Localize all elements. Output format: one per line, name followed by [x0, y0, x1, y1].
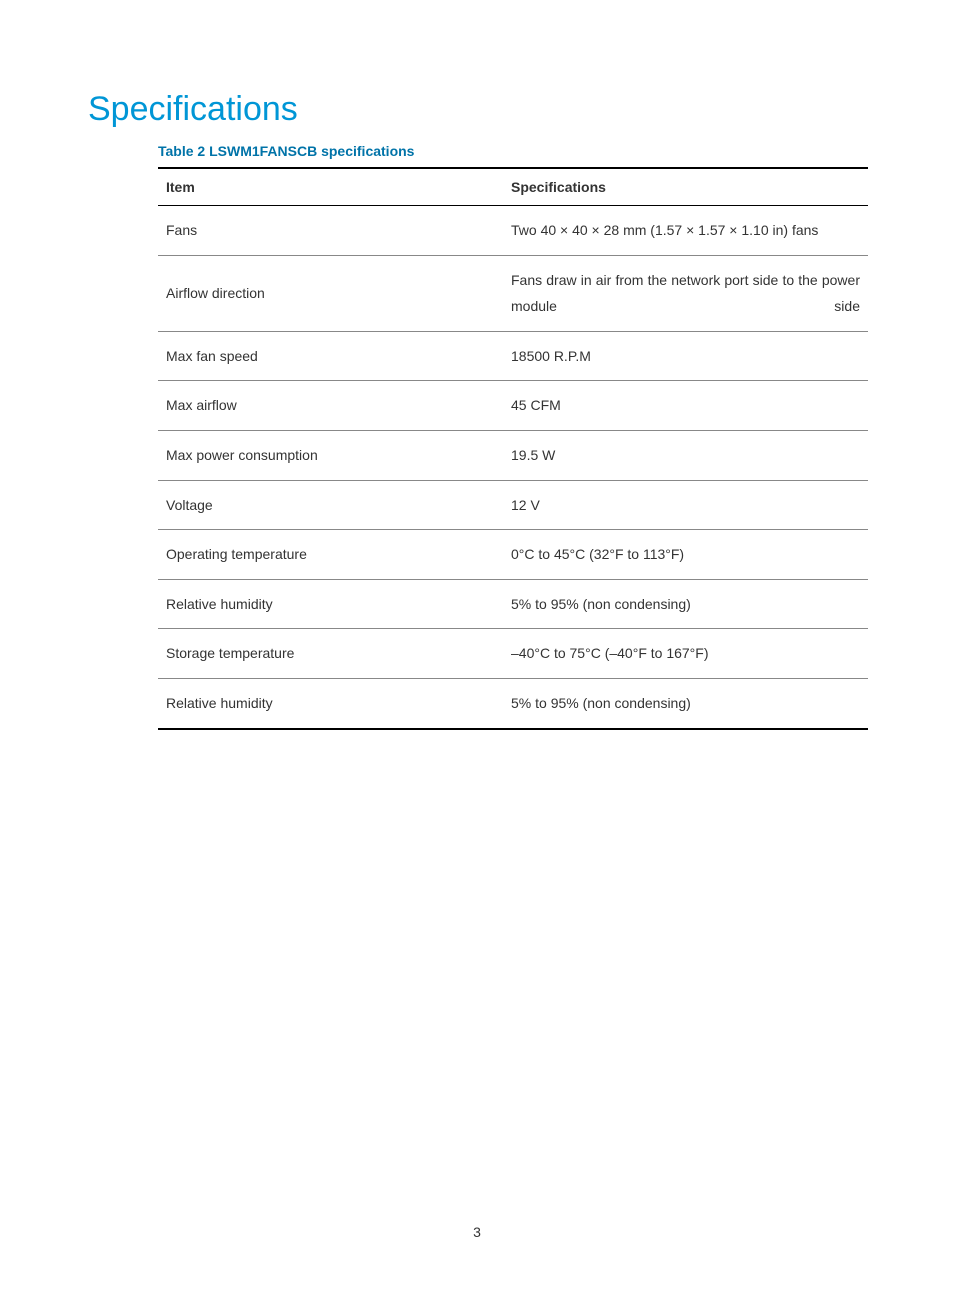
table-header-spec: Specifications — [503, 168, 868, 206]
spec-item: Max fan speed — [158, 331, 503, 381]
table-row: Max fan speed18500 R.P.M — [158, 331, 868, 381]
table-row: Storage temperature–40°C to 75°C (–40°F … — [158, 629, 868, 679]
spec-item: Relative humidity — [158, 579, 503, 629]
spec-value: 0°C to 45°C (32°F to 113°F) — [503, 530, 868, 580]
table-header-row: Item Specifications — [158, 168, 868, 206]
table-row: Relative humidity5% to 95% (non condensi… — [158, 579, 868, 629]
spec-value: 45 CFM — [503, 381, 868, 431]
specifications-table: Item Specifications FansTwo 40 × 40 × 28… — [158, 167, 868, 730]
document-page: Specifications Table 2 LSWM1FANSCB speci… — [0, 0, 954, 1296]
table-row: Voltage12 V — [158, 480, 868, 530]
table-row: Max airflow45 CFM — [158, 381, 868, 431]
spec-item: Operating temperature — [158, 530, 503, 580]
spec-item: Fans — [158, 206, 503, 256]
spec-value: Fans draw in air from the network port s… — [503, 255, 868, 331]
spec-item: Storage temperature — [158, 629, 503, 679]
spec-value: –40°C to 75°C (–40°F to 167°F) — [503, 629, 868, 679]
table-row: Max power consumption19.5 W — [158, 430, 868, 480]
table-body: FansTwo 40 × 40 × 28 mm (1.57 × 1.57 × 1… — [158, 206, 868, 729]
spec-item: Airflow direction — [158, 255, 503, 331]
table-row: FansTwo 40 × 40 × 28 mm (1.57 × 1.57 × 1… — [158, 206, 868, 256]
table-row: Relative humidity5% to 95% (non condensi… — [158, 678, 868, 728]
spec-value: 5% to 95% (non condensing) — [503, 579, 868, 629]
spec-value: Two 40 × 40 × 28 mm (1.57 × 1.57 × 1.10 … — [503, 206, 868, 256]
spec-value: 18500 R.P.M — [503, 331, 868, 381]
table-caption: Table 2 LSWM1FANSCB specifications — [158, 143, 866, 159]
spec-value: 19.5 W — [503, 430, 868, 480]
spec-value: 12 V — [503, 480, 868, 530]
spec-item: Relative humidity — [158, 678, 503, 728]
page-number: 3 — [0, 1224, 954, 1240]
spec-item: Max airflow — [158, 381, 503, 431]
table-header-item: Item — [158, 168, 503, 206]
spec-item: Voltage — [158, 480, 503, 530]
spec-item: Max power consumption — [158, 430, 503, 480]
table-row: Airflow directionFans draw in air from t… — [158, 255, 868, 331]
spec-value: 5% to 95% (non condensing) — [503, 678, 868, 728]
page-title: Specifications — [88, 90, 866, 129]
table-row: Operating temperature0°C to 45°C (32°F t… — [158, 530, 868, 580]
